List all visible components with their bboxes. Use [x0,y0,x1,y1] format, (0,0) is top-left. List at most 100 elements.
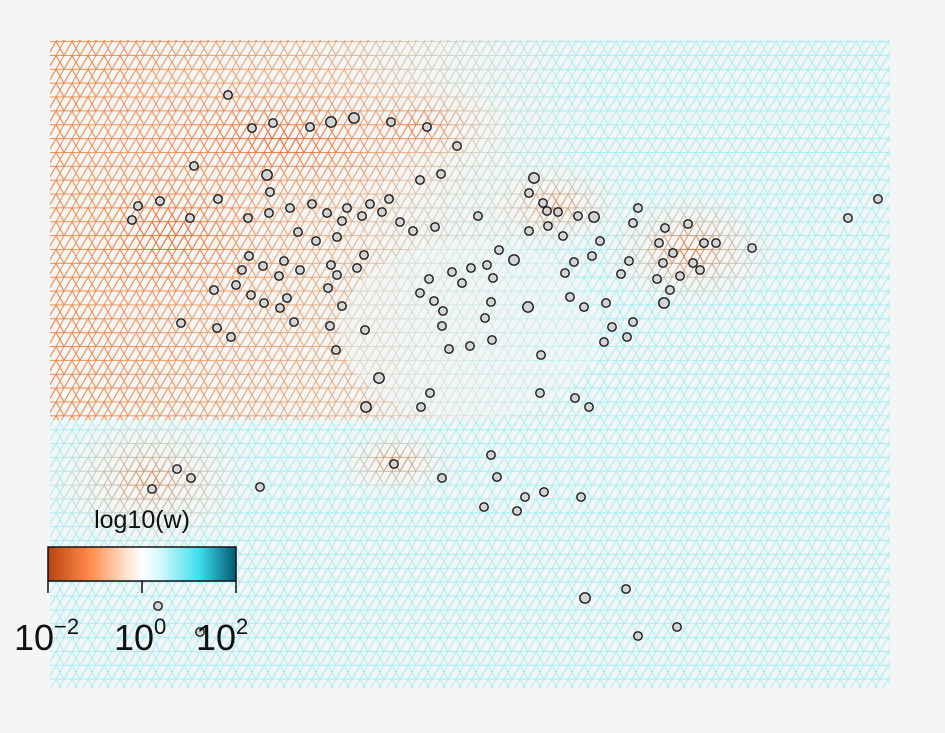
sample-point [447,267,457,277]
sample-point [595,236,605,246]
sample-point [672,622,682,632]
sample-point [264,208,274,218]
sample-point [285,203,295,213]
sample-point [465,341,475,351]
sample-point [360,401,372,413]
sample-point [226,332,236,342]
sample-point [524,188,534,198]
sample-point [524,226,534,236]
sample-point [243,213,253,223]
sample-point [695,265,705,275]
sample-point [688,258,698,268]
sample-point [654,238,664,248]
sample-point [539,487,549,497]
sample-point [337,301,347,311]
sample-point [360,325,370,335]
sample-point [255,482,265,492]
sample-point [538,198,548,208]
sample-point [486,450,496,460]
sample-point [607,322,617,332]
sample-point [261,169,273,181]
sample-point [133,201,143,211]
sample-point [389,459,399,469]
sample-point [588,211,600,223]
sample-point [494,245,504,255]
sample-point [337,216,347,226]
sample-point [305,122,315,132]
sample-point [658,258,668,268]
sample-point [357,211,367,221]
tick-label-mid: 100 [114,614,166,658]
sample-point [747,243,757,253]
sample-point [231,280,241,290]
sample-point [373,372,385,384]
sample-point [326,260,336,270]
sample-point [601,298,611,308]
sample-point [325,116,337,128]
sample-point [223,90,233,100]
sample-point [576,492,586,502]
sample-point [282,293,292,303]
colorbar [47,546,237,582]
legend: log10(w) 10−2 100 102 [14,506,248,658]
sample-point [342,203,352,213]
sample-point [633,203,643,213]
sample-point [195,627,205,637]
sample-point [425,388,435,398]
sample-point [365,199,375,209]
sample-point [683,219,693,229]
sample-point [416,402,426,412]
sample-point [295,265,305,275]
sample-point [560,268,570,278]
sample-point [244,251,254,261]
sample-point [209,285,219,295]
sample-point [579,302,589,312]
sample-point [668,248,678,258]
sample-point [565,292,575,302]
sample-point [535,388,545,398]
sample-point [386,117,396,127]
sample-point [153,601,163,611]
sample-point [322,208,332,218]
sample-point [584,402,594,412]
legend-title: log10(w) [94,506,190,534]
sample-point [436,169,446,179]
sample-point [438,306,448,316]
sample-point [265,187,275,197]
sample-point [268,118,278,128]
sample-point [185,213,195,223]
points-layer [127,90,883,641]
mesh-layer [50,40,890,688]
sample-point [633,631,643,641]
sample-point [457,278,467,288]
sample-point [873,194,883,204]
sample-point [430,222,440,232]
sample-point [486,297,496,307]
sample-point [616,269,626,279]
sample-point [508,254,520,266]
sample-point [246,290,256,300]
sample-point [624,256,634,266]
sample-point [359,250,369,260]
sample-point [259,298,269,308]
sample-point [570,393,580,403]
sample-point [587,251,597,261]
sample-point [488,273,498,283]
sample-point [652,274,662,284]
sample-point [444,344,454,354]
sample-point [429,296,439,306]
sample-point [311,236,321,246]
sample-point [711,238,721,248]
sample-point [599,337,609,347]
sample-point [520,492,530,502]
sample-point [323,283,333,293]
sample-point [522,301,534,313]
sample-point [487,335,497,345]
sample-point [176,318,186,328]
sample-point [293,227,303,237]
sample-point [332,232,342,242]
sample-point [395,217,405,227]
sample-point [275,303,285,313]
